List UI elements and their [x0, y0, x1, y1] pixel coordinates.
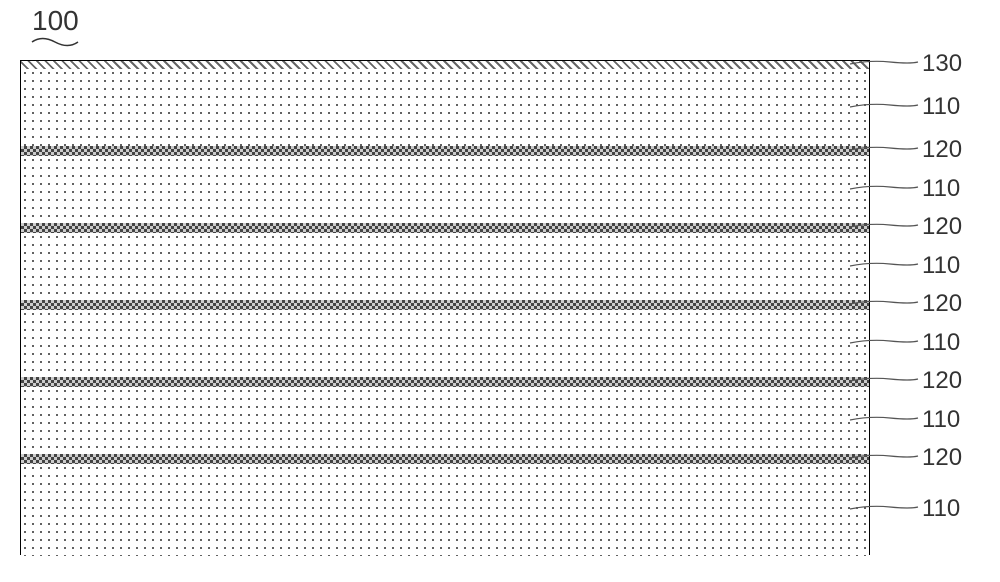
layer-checker [21, 300, 869, 310]
leader-line [850, 54, 920, 74]
leader-line [850, 294, 920, 314]
leader-line [850, 410, 920, 430]
leader-line [850, 179, 920, 199]
layer-hatch [21, 61, 869, 69]
layer-label: 110 [922, 175, 960, 203]
leader-line [850, 499, 920, 519]
layer-label: 110 [922, 329, 960, 357]
layer-label: 120 [922, 213, 962, 241]
leader-line [850, 140, 920, 160]
cross-section-diagram [20, 60, 870, 555]
layer-label: 110 [922, 93, 960, 121]
layer-dotted [21, 233, 869, 300]
leader-line [850, 448, 920, 468]
layer-dotted [21, 387, 869, 454]
leader-line [850, 97, 920, 117]
layer-label: 120 [922, 290, 962, 318]
leader-line [850, 217, 920, 237]
layer-label: 110 [922, 406, 960, 434]
leader-line [850, 371, 920, 391]
layer-checker [21, 377, 869, 387]
layer-checker [21, 146, 869, 156]
layer-label: 130 [922, 50, 962, 78]
layer-checker [21, 223, 869, 233]
title-underline-wave [30, 37, 80, 47]
figure-container: 100 130 110 120 110 120 110 120 110 120 110 120 110 [20, 5, 980, 575]
layer-label: 110 [922, 495, 960, 523]
layer-dotted [21, 310, 869, 377]
layer-dotted [21, 464, 869, 556]
layer-label: 120 [922, 136, 962, 164]
layer-label: 110 [922, 252, 960, 280]
layer-dotted [21, 69, 869, 146]
layer-dotted [21, 156, 869, 223]
leader-line [850, 333, 920, 353]
layer-label: 120 [922, 367, 962, 395]
layer-checker [21, 454, 869, 464]
layer-label: 120 [922, 444, 962, 472]
figure-reference-number: 100 [32, 5, 79, 37]
leader-line [850, 256, 920, 276]
